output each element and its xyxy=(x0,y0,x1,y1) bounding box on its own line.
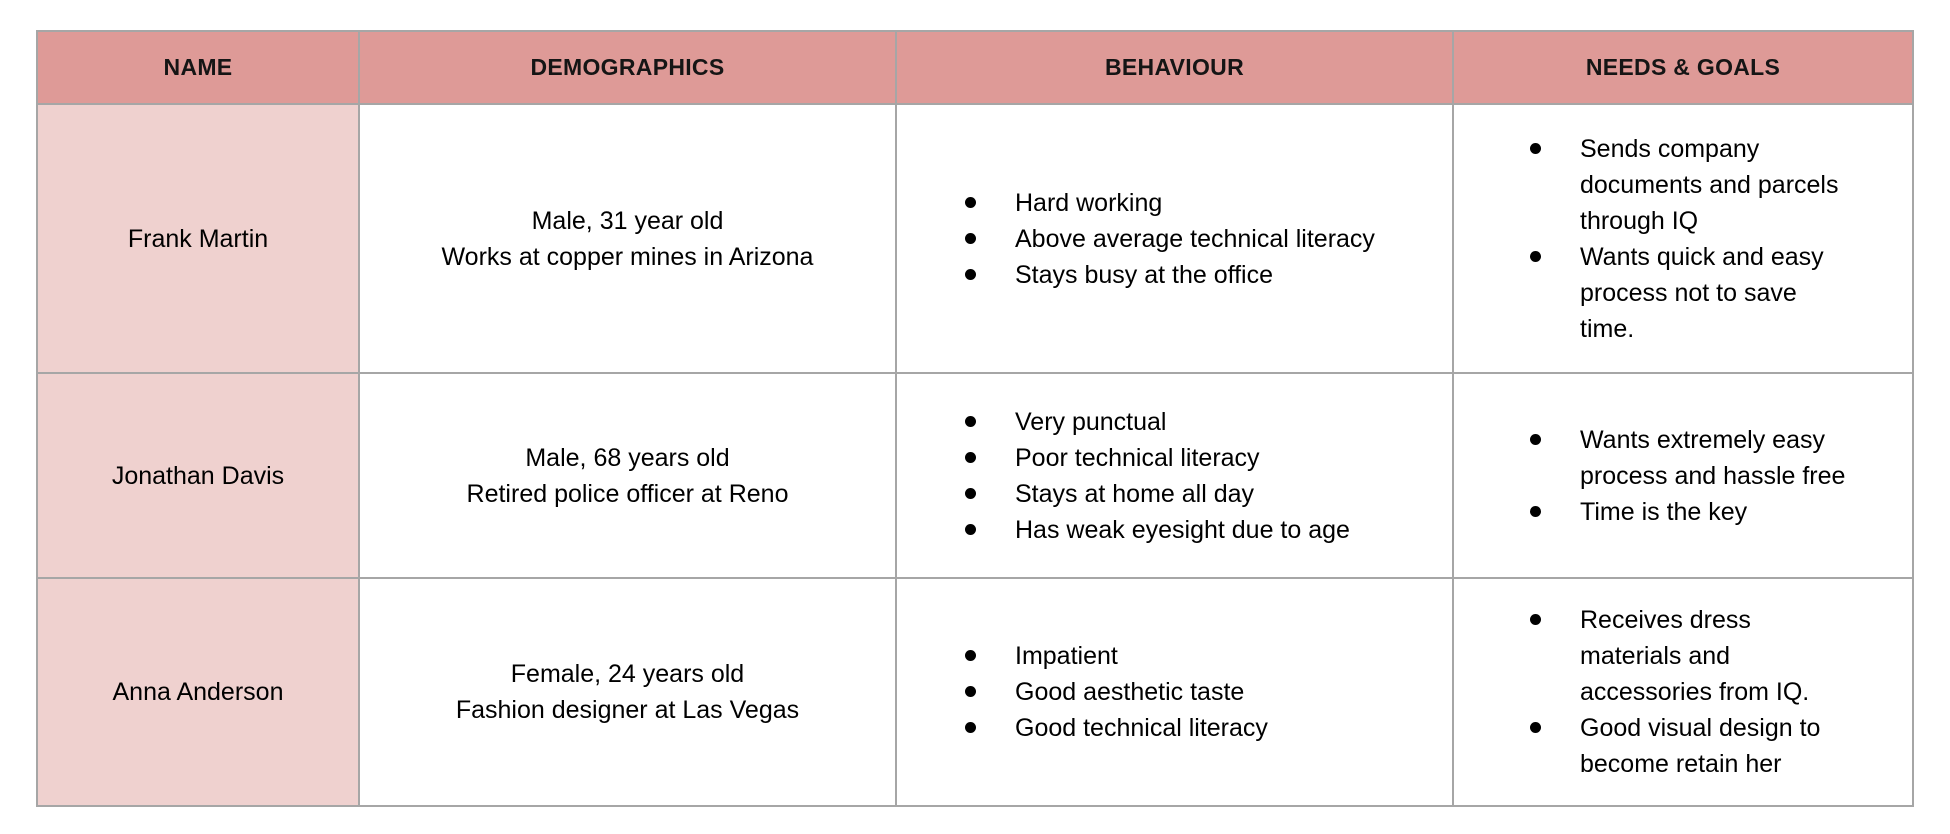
list-item: Good technical literacy xyxy=(965,710,1390,746)
demographics-line: Works at copper mines in Arizona xyxy=(441,242,814,271)
list-item: Time is the key xyxy=(1530,494,1850,530)
list-item: Sends company documents and parcels thro… xyxy=(1530,131,1850,239)
needs-goals-list: Sends company documents and parcels thro… xyxy=(1455,131,1911,347)
list-item: Receives dress materials and accessories… xyxy=(1530,602,1850,710)
list-item: Wants quick and easy process not to save… xyxy=(1530,239,1850,347)
behaviour-cell: Impatient Good aesthetic taste Good tech… xyxy=(895,577,1454,807)
behaviour-cell: Hard working Above average technical lit… xyxy=(895,103,1454,374)
list-item: Impatient xyxy=(965,638,1390,674)
needs-goals-list: Receives dress materials and accessories… xyxy=(1455,602,1911,782)
list-item: Stays at home all day xyxy=(965,476,1390,512)
header-row: NAME DEMOGRAPHICS BEHAVIOUR NEEDS & GOAL… xyxy=(36,30,1914,105)
name-cell: Anna Anderson xyxy=(36,577,360,807)
list-item: Poor technical literacy xyxy=(965,440,1390,476)
header-cell-needs-goals: NEEDS & GOALS xyxy=(1452,30,1914,105)
list-item: Hard working xyxy=(965,185,1390,221)
list-item: Good visual design to become retain her xyxy=(1530,710,1850,782)
header-cell-demographics: DEMOGRAPHICS xyxy=(358,30,897,105)
behaviour-list: Impatient Good aesthetic taste Good tech… xyxy=(898,638,1451,746)
persona-row-jonathan-davis: Jonathan Davis Male, 68 years old Retire… xyxy=(36,372,1914,579)
persona-table: NAME DEMOGRAPHICS BEHAVIOUR NEEDS & GOAL… xyxy=(36,30,1914,807)
demographics-cell: Male, 31 year old Works at copper mines … xyxy=(358,103,897,374)
demographics-line: Female, 24 years old xyxy=(510,660,745,688)
demographics-line: Male, 68 years old xyxy=(525,443,730,472)
persona-row-anna-anderson: Anna Anderson Female, 24 years old Fashi… xyxy=(36,577,1914,807)
list-item: Good aesthetic taste xyxy=(965,674,1390,710)
demographics-cell: Female, 24 years old Fashion designer at… xyxy=(358,577,897,807)
needs-goals-list: Wants extremely easy process and hassle … xyxy=(1455,422,1911,530)
needs-goals-cell: Wants extremely easy process and hassle … xyxy=(1452,372,1914,579)
header-cell-name: NAME xyxy=(36,30,360,105)
demographics-cell: Male, 68 years old Retired police office… xyxy=(358,372,897,579)
behaviour-list: Very punctual Poor technical literacy St… xyxy=(898,404,1451,548)
needs-goals-cell: Sends company documents and parcels thro… xyxy=(1452,103,1914,374)
list-item: Stays busy at the office xyxy=(965,257,1390,293)
name-cell: Jonathan Davis xyxy=(36,372,360,579)
list-item: Has weak eyesight due to age xyxy=(965,512,1390,548)
demographics-line: Fashion designer at Las Vegas xyxy=(455,696,800,724)
list-item: Very punctual xyxy=(965,404,1390,440)
behaviour-cell: Very punctual Poor technical literacy St… xyxy=(895,372,1454,579)
needs-goals-cell: Receives dress materials and accessories… xyxy=(1452,577,1914,807)
behaviour-list: Hard working Above average technical lit… xyxy=(898,185,1451,293)
list-item: Above average technical literacy xyxy=(965,221,1390,257)
persona-row-frank-martin: Frank Martin Male, 31 year old Works at … xyxy=(36,103,1914,374)
persona-table-container: NAME DEMOGRAPHICS BEHAVIOUR NEEDS & GOAL… xyxy=(36,30,1914,807)
name-cell: Frank Martin xyxy=(36,103,360,374)
demographics-line: Male, 31 year old xyxy=(531,206,724,235)
demographics-line: Retired police officer at Reno xyxy=(466,479,789,508)
header-cell-behaviour: BEHAVIOUR xyxy=(895,30,1454,105)
list-item: Wants extremely easy process and hassle … xyxy=(1530,422,1850,494)
